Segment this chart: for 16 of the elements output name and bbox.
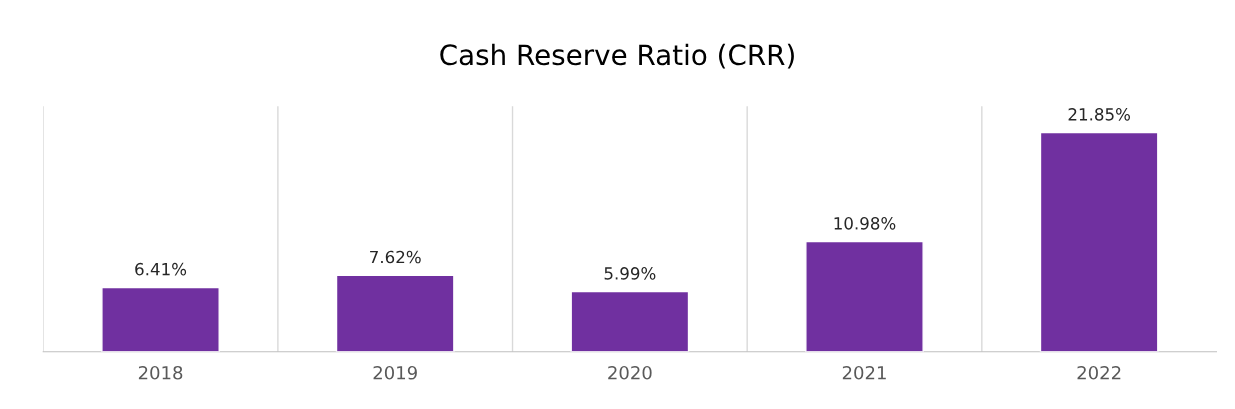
bar bbox=[570, 290, 690, 352]
bar bbox=[101, 286, 220, 352]
x-tick-label: 2020 bbox=[608, 365, 652, 380]
data-label: 10.98% bbox=[834, 217, 896, 230]
x-tick-label: 2018 bbox=[138, 365, 183, 380]
data-label: 7.62% bbox=[370, 250, 421, 264]
data-label: 5.99% bbox=[604, 267, 656, 280]
data-label: 21.85% bbox=[1068, 108, 1131, 121]
data-label: 6.41% bbox=[135, 262, 187, 276]
chart-title: Cash Reserve Ratio (CRR) bbox=[440, 43, 794, 69]
x-tick-label: 2019 bbox=[373, 365, 417, 380]
x-tick-label: 2022 bbox=[1077, 365, 1121, 380]
x-tick-label: 2021 bbox=[842, 365, 886, 380]
bar bbox=[1039, 131, 1159, 352]
bar bbox=[805, 240, 924, 352]
bar bbox=[335, 274, 455, 352]
